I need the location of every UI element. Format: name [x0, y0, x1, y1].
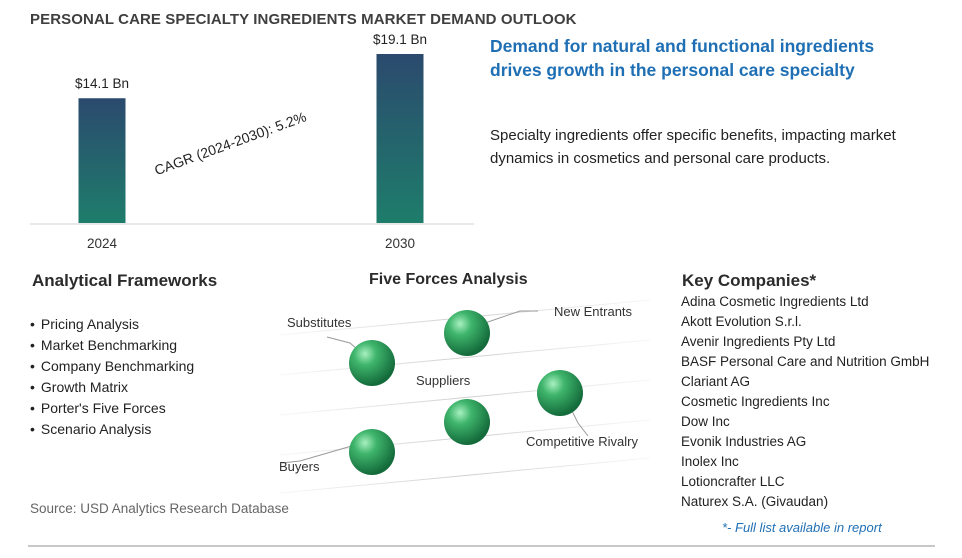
list-item: Lotioncrafter LLC: [681, 474, 785, 489]
sphere-substitutes: [349, 340, 395, 386]
source-note: Source: USD Analytics Research Database: [30, 501, 289, 516]
list-item: Clariant AG: [681, 374, 751, 389]
cagr-annotation: CAGR (2024-2030): 5.2%: [152, 108, 308, 178]
list-item: Growth Matrix: [30, 377, 194, 398]
data-label-2030: $19.1 Bn: [373, 32, 427, 47]
list-item: Adina Cosmetic Ingredients Ltd: [681, 294, 869, 309]
list-item: Inolex Inc: [681, 454, 739, 469]
five-forces-heading: Five Forces Analysis: [369, 271, 528, 288]
x-tick-label-2024: 2024: [87, 236, 118, 251]
label-buyers: Buyers: [279, 459, 320, 474]
list-item: Naturex S.A. (Givaudan): [681, 494, 829, 509]
sphere-competitive-rivalry: [537, 370, 583, 416]
list-item: Company Benchmarking: [30, 356, 194, 377]
x-tick-label-2030: 2030: [385, 236, 415, 251]
list-item: Evonik Industries AG: [681, 434, 807, 449]
five-forces-diagram: Substitutes New Entrants Suppliers Compe…: [279, 299, 651, 494]
bar-chart: $14.1 Bn 2024 $19.1 Bn 2030 CAGR (2024-2030…: [30, 32, 474, 251]
sphere-buyers: [349, 429, 395, 475]
description: Specialty ingredients offer specific ben…: [490, 127, 896, 167]
page-title: PERSONAL CARE SPECIALTY INGREDIENTS MARK…: [30, 11, 577, 28]
list-item: Market Benchmarking: [30, 335, 194, 356]
list-item: Akott Evolution S.r.l.: [681, 314, 802, 329]
label-suppliers: Suppliers: [416, 373, 471, 388]
list-item: Scenario Analysis: [30, 419, 194, 440]
sphere-suppliers: [444, 399, 490, 445]
sphere-new-entrants: [444, 310, 490, 356]
bottom-divider: [28, 545, 935, 547]
frameworks-list: Pricing Analysis Market Benchmarking Com…: [30, 314, 194, 440]
list-item: Avenir Ingredients Pty Ltd: [681, 334, 836, 349]
list-item: Pricing Analysis: [30, 314, 194, 335]
data-label-2024: $14.1 Bn: [75, 76, 129, 91]
frameworks-heading: Analytical Frameworks: [32, 271, 218, 290]
list-item: Cosmetic Ingredients Inc: [681, 394, 830, 409]
companies-list: Adina Cosmetic Ingredients Ltd Akott Evo…: [681, 292, 929, 512]
label-competitive-rivalry: Competitive Rivalry: [526, 434, 638, 449]
list-item: BASF Personal Care and Nutrition GmbH: [681, 354, 930, 369]
companies-footnote: *- Full list available in report: [722, 520, 882, 535]
companies-heading: Key Companies*: [682, 271, 817, 290]
headline: Demand for natural and functional ingred…: [490, 36, 875, 80]
label-substitutes: Substitutes: [287, 315, 352, 330]
bar-2024: [78, 98, 126, 223]
list-item: Dow Inc: [681, 414, 730, 429]
list-item: Porter's Five Forces: [30, 398, 194, 419]
label-new-entrants: New Entrants: [554, 304, 633, 319]
bar-2030: [376, 54, 424, 223]
